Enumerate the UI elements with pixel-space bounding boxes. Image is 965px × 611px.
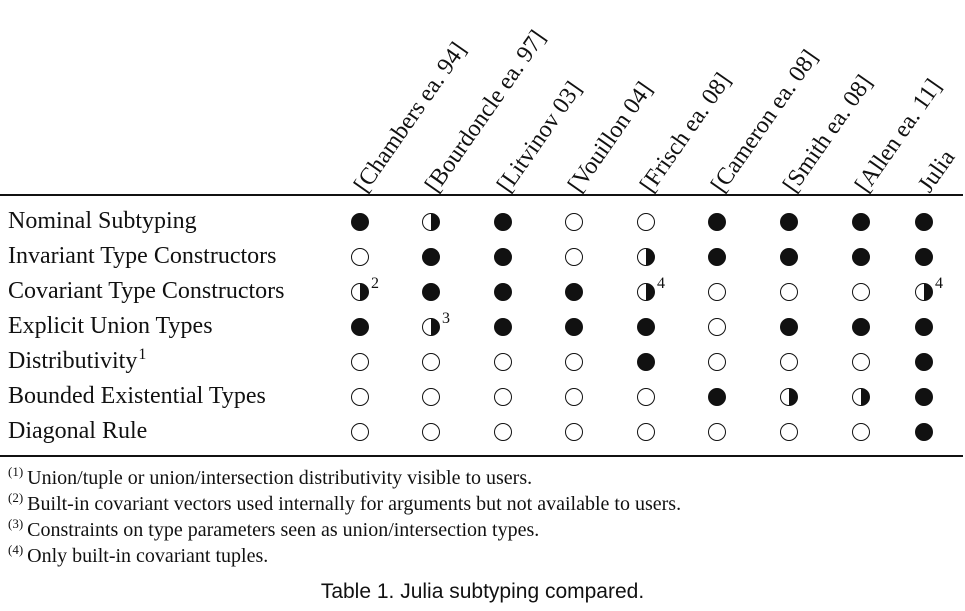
- cell-footnote-ref: 3: [442, 310, 450, 327]
- row-label-text: Distributivity: [8, 348, 138, 374]
- support-mark-full: [915, 423, 933, 441]
- support-mark-empty: [565, 353, 583, 371]
- row-label-text: Diagonal Rule: [8, 418, 148, 444]
- support-mark-empty: [852, 423, 870, 441]
- row-label-text: Nominal Subtyping: [8, 208, 197, 234]
- support-mark-full: [852, 248, 870, 266]
- support-mark-full: [494, 318, 512, 336]
- support-mark-empty: [708, 353, 726, 371]
- footnote-text: Only built-in covariant tuples.: [27, 545, 269, 567]
- footnote-text: Built-in covariant vectors used internal…: [27, 493, 682, 515]
- cell-footnote-ref: 2: [371, 275, 379, 292]
- support-mark-full: [351, 213, 369, 231]
- support-mark-empty: [708, 423, 726, 441]
- support-mark-empty: [494, 388, 512, 406]
- support-mark-empty: [637, 213, 655, 231]
- column-header: Julia: [913, 145, 961, 198]
- support-mark-half: [780, 388, 798, 406]
- support-mark-empty: [565, 388, 583, 406]
- support-mark-half: [915, 283, 933, 301]
- support-mark-empty: [780, 353, 798, 371]
- footnote: (1) Union/tuple or union/intersection dis…: [8, 465, 533, 489]
- row-label-footnote-ref: 1: [138, 346, 147, 363]
- row-label-text: Explicit Union Types: [8, 313, 213, 339]
- footnote-mark: (1): [8, 464, 24, 479]
- support-mark-full: [637, 318, 655, 336]
- table-top-rule: [0, 194, 963, 196]
- row-label-text: Covariant Type Constructors: [8, 278, 285, 304]
- footnote-text: Constraints on type parameters seen as u…: [27, 519, 540, 541]
- support-mark-half: [422, 213, 440, 231]
- support-mark-full: [708, 388, 726, 406]
- support-mark-half: [637, 248, 655, 266]
- support-mark-empty: [780, 423, 798, 441]
- support-mark-full: [915, 388, 933, 406]
- support-mark-empty: [422, 353, 440, 371]
- footnote-text: Union/tuple or union/intersection distri…: [27, 467, 533, 489]
- support-mark-full: [494, 213, 512, 231]
- support-mark-empty: [351, 353, 369, 371]
- support-mark-half: [637, 283, 655, 301]
- support-mark-empty: [351, 248, 369, 266]
- support-mark-empty: [637, 388, 655, 406]
- support-mark-empty: [852, 353, 870, 371]
- support-mark-full: [494, 248, 512, 266]
- support-mark-empty: [565, 248, 583, 266]
- row-label: Explicit Union Types: [8, 314, 213, 338]
- footnote-mark: (3): [8, 516, 24, 531]
- row-label: Diagonal Rule: [8, 419, 147, 443]
- support-mark-full: [422, 283, 440, 301]
- support-mark-full: [565, 318, 583, 336]
- cell-footnote-ref: 4: [935, 275, 943, 292]
- support-mark-empty: [422, 388, 440, 406]
- footnote-mark: (4): [8, 542, 24, 557]
- support-mark-empty: [637, 423, 655, 441]
- table-bottom-rule: [0, 455, 963, 457]
- support-mark-full: [915, 248, 933, 266]
- support-mark-empty: [708, 318, 726, 336]
- support-mark-full: [780, 213, 798, 231]
- row-label: Invariant Type Constructors: [8, 244, 277, 268]
- support-mark-half: [351, 283, 369, 301]
- footnote: (2) Built-in covariant vectors used inter…: [8, 491, 682, 515]
- support-mark-full: [708, 248, 726, 266]
- row-label: Nominal Subtyping: [8, 209, 197, 233]
- support-mark-full: [708, 213, 726, 231]
- footnote: (3) Constraints on type parameters seen a…: [8, 517, 540, 541]
- support-mark-empty: [351, 388, 369, 406]
- support-mark-full: [780, 318, 798, 336]
- support-mark-full: [637, 353, 655, 371]
- row-label: Bounded Existential Types: [8, 384, 266, 408]
- footnote-mark: (2): [8, 490, 24, 505]
- row-label: Covariant Type Constructors: [8, 279, 285, 303]
- support-mark-empty: [780, 283, 798, 301]
- support-mark-empty: [422, 423, 440, 441]
- support-mark-empty: [494, 353, 512, 371]
- support-mark-empty: [565, 423, 583, 441]
- support-mark-full: [915, 353, 933, 371]
- support-mark-full: [852, 318, 870, 336]
- support-mark-empty: [708, 283, 726, 301]
- support-mark-full: [852, 213, 870, 231]
- support-mark-full: [494, 283, 512, 301]
- cell-footnote-ref: 4: [657, 275, 665, 292]
- support-mark-full: [351, 318, 369, 336]
- support-mark-full: [422, 248, 440, 266]
- support-mark-empty: [852, 283, 870, 301]
- support-mark-empty: [494, 423, 512, 441]
- row-label-text: Bounded Existential Types: [8, 383, 266, 409]
- support-mark-half: [422, 318, 440, 336]
- support-mark-full: [565, 283, 583, 301]
- support-mark-empty: [565, 213, 583, 231]
- row-label: Distributivity1: [8, 346, 147, 374]
- footnote: (4) Only built-in covariant tuples.: [8, 543, 269, 567]
- support-mark-empty: [351, 423, 369, 441]
- table-caption: Table 1. Julia subtyping compared.: [320, 580, 645, 603]
- support-mark-full: [915, 213, 933, 231]
- support-mark-half: [852, 388, 870, 406]
- support-mark-full: [780, 248, 798, 266]
- row-label-text: Invariant Type Constructors: [8, 243, 277, 269]
- support-mark-full: [915, 318, 933, 336]
